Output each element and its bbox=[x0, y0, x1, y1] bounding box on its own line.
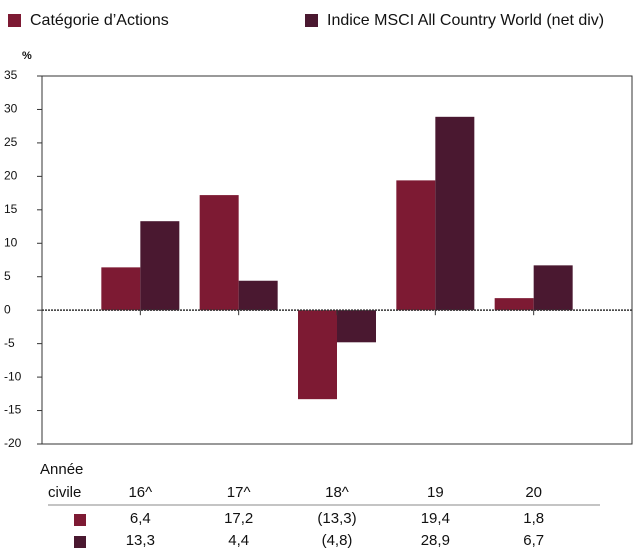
legend-label: Catégorie d’Actions bbox=[30, 12, 169, 29]
y-tick-label: 10 bbox=[4, 235, 18, 249]
y-tick-label: -5 bbox=[4, 336, 15, 350]
bar bbox=[337, 310, 376, 343]
value-label: 6,4 bbox=[130, 510, 151, 527]
table-swatch bbox=[74, 514, 86, 526]
bar bbox=[396, 180, 436, 311]
value-label: 17,2 bbox=[224, 510, 253, 527]
y-tick-label: 15 bbox=[4, 202, 18, 216]
y-tick-label: -15 bbox=[4, 403, 22, 417]
value-label: 19,4 bbox=[421, 510, 450, 527]
y-tick-label: 0 bbox=[4, 302, 11, 316]
bar bbox=[533, 265, 573, 311]
x-tick-label: 18^ bbox=[325, 484, 349, 501]
y-axis-label: % bbox=[22, 50, 32, 62]
bar bbox=[435, 116, 475, 311]
y-tick-label: -20 bbox=[4, 436, 22, 450]
legend-label: Indice MSCI All Country World (net div) bbox=[327, 12, 604, 29]
x-tick-label: 17^ bbox=[227, 484, 251, 501]
bar bbox=[494, 298, 534, 311]
bar bbox=[298, 310, 337, 400]
bar bbox=[238, 280, 278, 311]
y-tick-label: 5 bbox=[4, 269, 11, 283]
y-tick-label: 20 bbox=[4, 169, 18, 183]
value-label: 13,3 bbox=[126, 532, 155, 549]
legend-swatch bbox=[305, 14, 318, 27]
bar bbox=[101, 267, 141, 311]
y-tick-label: 30 bbox=[4, 102, 18, 116]
value-label: 6,7 bbox=[523, 532, 544, 549]
x-tick-label: 19 bbox=[427, 484, 444, 501]
value-label: 4,4 bbox=[228, 532, 249, 549]
y-tick-label: 35 bbox=[4, 68, 18, 82]
table-label: Année bbox=[40, 461, 83, 478]
bar bbox=[140, 221, 180, 311]
y-tick-label: 25 bbox=[4, 135, 18, 149]
x-tick-label: 16^ bbox=[128, 484, 152, 501]
table-label: civile bbox=[48, 484, 81, 501]
x-tick-label: 20 bbox=[525, 484, 542, 501]
bar bbox=[199, 195, 239, 311]
legend-swatch bbox=[8, 14, 21, 27]
y-tick-label: -10 bbox=[4, 369, 22, 383]
plot-frame bbox=[41, 75, 633, 445]
table-swatch bbox=[74, 536, 86, 548]
value-label: (13,3) bbox=[317, 510, 356, 527]
value-label: 1,8 bbox=[523, 510, 544, 527]
value-label: (4,8) bbox=[322, 532, 353, 549]
value-label: 28,9 bbox=[421, 532, 450, 549]
